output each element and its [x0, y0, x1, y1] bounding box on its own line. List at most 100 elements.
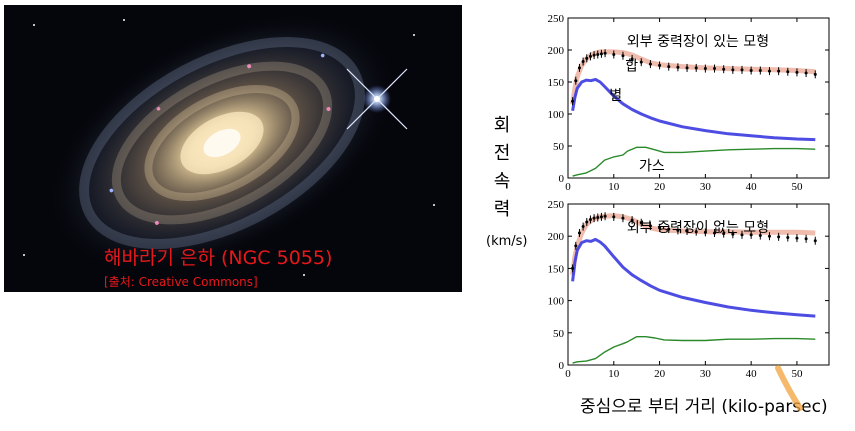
data-point: [585, 220, 589, 224]
data-point: [612, 52, 616, 56]
data-point: [813, 239, 817, 243]
data-point: [667, 65, 671, 69]
y-tick-label: 0: [559, 360, 565, 372]
data-point: [703, 230, 707, 234]
data-point: [777, 69, 781, 73]
chart-1: 0 10 20 30 40 50 0 50 100 150 200 250 외부 중력장이 있는 모형합…: [548, 13, 830, 193]
galaxy-illustration: [23, 12, 435, 276]
y-tick-label: 150: [548, 77, 565, 89]
data-point: [621, 216, 625, 220]
data-point: [676, 228, 680, 232]
data-point: [804, 71, 808, 75]
data-point: [581, 225, 585, 229]
x-tick-label: 50: [791, 181, 803, 193]
y-tick-label: 50: [553, 328, 565, 340]
data-point: [630, 218, 634, 222]
series-annotation: 가스: [639, 158, 665, 174]
x-tick-label: 40: [746, 181, 758, 193]
data-point: [577, 66, 581, 70]
y-tick-label: 50: [553, 141, 565, 153]
plot-frame: [567, 203, 830, 366]
data-point: [731, 232, 735, 236]
data-point: [786, 235, 790, 239]
data-point: [713, 67, 717, 71]
data-point: [585, 56, 589, 60]
y-tick-label: 150: [548, 263, 565, 275]
data-point: [571, 266, 575, 270]
data-point: [588, 217, 592, 221]
data-point: [749, 68, 753, 72]
data-point: [804, 237, 808, 241]
series-annotation: 별: [609, 88, 622, 104]
data-point: [795, 236, 799, 240]
x-tick-label: 30: [700, 368, 712, 380]
x-tick-label: 30: [700, 181, 712, 193]
data-point: [740, 233, 744, 237]
y-axis-label-char: 속: [493, 171, 511, 192]
data-point: [639, 221, 643, 225]
data-point: [596, 52, 600, 56]
y-tick-label: 0: [559, 173, 565, 185]
data-point: [749, 233, 753, 237]
x-tick-label: 10: [608, 368, 620, 380]
galaxy-caption-source: [출처: Creative Commons]: [104, 275, 258, 289]
data-point: [596, 216, 600, 220]
y-tick-label: 200: [548, 231, 565, 243]
data-point: [603, 51, 607, 55]
chart-title: 외부 중력장이 있는 모형: [627, 34, 769, 50]
chart-2: 0 10 20 30 40 50 0 50 100 150 200 250 외부 중력장이 없는 모형: [548, 199, 830, 380]
data-point: [694, 230, 698, 234]
y-axis-label-char: 전: [493, 143, 511, 164]
chart-title: 외부 중력장이 없는 모형: [627, 220, 769, 236]
y-tick-label: 200: [548, 45, 565, 57]
data-point: [767, 69, 771, 73]
data-point: [648, 62, 652, 66]
data-point: [740, 68, 744, 72]
series-line-가스: [572, 146, 816, 177]
x-tick-label: 20: [654, 181, 666, 193]
plot-frame: [567, 17, 830, 179]
data-point: [612, 215, 616, 219]
data-point: [581, 60, 585, 64]
data-point: [731, 68, 735, 72]
data-point: [658, 226, 662, 230]
data-point: [685, 66, 689, 70]
data-point: [758, 68, 762, 72]
y-tick-label: 100: [548, 296, 565, 308]
data-point: [777, 235, 781, 239]
data-point: [577, 231, 581, 235]
x-tick-label: 0: [565, 181, 571, 193]
y-tick-label: 250: [548, 199, 565, 211]
x-tick-label: 20: [654, 368, 666, 380]
series-line-별: [571, 237, 816, 318]
data-point: [722, 232, 726, 236]
data-point: [758, 234, 762, 238]
galaxy-caption-title: 해바라기 은하 (NGC 5055): [104, 247, 333, 269]
x-axis-label: 중심으로 부터 거리 (kilo-parsec): [580, 397, 828, 417]
data-point: [648, 224, 652, 228]
data-point: [574, 79, 578, 83]
data-point: [592, 216, 596, 220]
y-axis-label-char: 회: [493, 115, 511, 136]
data-point: [685, 229, 689, 233]
data-point: [639, 60, 643, 64]
series-line-별: [571, 77, 816, 142]
data-point: [813, 72, 817, 76]
series-line-합: [570, 213, 816, 276]
x-tick-label: 40: [746, 368, 758, 380]
data-point: [571, 99, 575, 103]
data-point: [599, 52, 603, 56]
data-point: [574, 244, 578, 248]
data-point: [588, 54, 592, 58]
series-line-가스: [572, 336, 816, 364]
y-tick-label: 250: [548, 13, 565, 25]
data-point: [722, 67, 726, 71]
x-tick-label: 10: [608, 181, 620, 193]
data-point: [694, 66, 698, 70]
y-axis-label-char: 력: [493, 199, 511, 220]
data-point: [713, 231, 717, 235]
data-point: [658, 63, 662, 67]
data-point: [599, 215, 603, 219]
